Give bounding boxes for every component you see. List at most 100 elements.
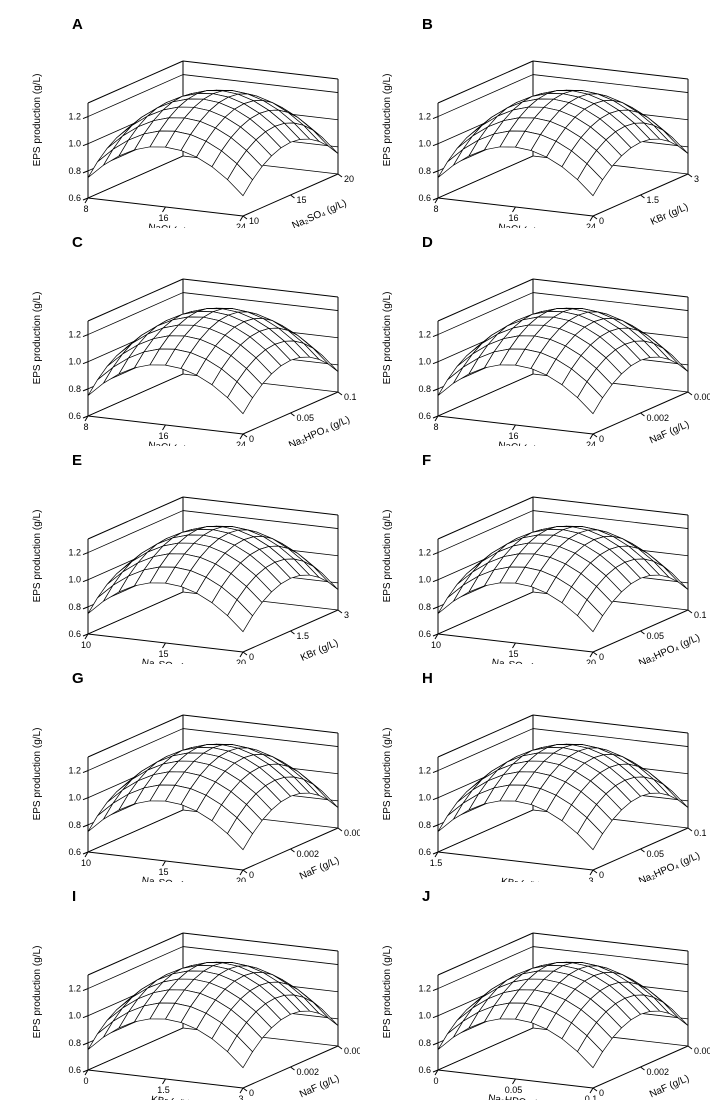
svg-text:EPS production (g/L): EPS production (g/L) — [32, 946, 43, 1039]
svg-text:0.002: 0.002 — [647, 413, 670, 423]
svg-text:1.2: 1.2 — [418, 984, 431, 994]
svg-text:0.1: 0.1 — [694, 828, 707, 838]
svg-text:EPS production (g/L): EPS production (g/L) — [382, 74, 393, 167]
svg-text:0.6: 0.6 — [418, 1065, 431, 1075]
svg-text:1.2: 1.2 — [418, 766, 431, 776]
svg-text:1.5: 1.5 — [157, 1085, 170, 1095]
svg-text:KBr (g/L): KBr (g/L) — [649, 202, 690, 228]
surface-panel-d: D0.60.81.01.281624NaCl (g/L)00.0020.004N… — [360, 228, 710, 446]
panel-letter: A — [72, 16, 83, 33]
svg-text:KBr (g/L): KBr (g/L) — [299, 638, 340, 664]
svg-text:1.0: 1.0 — [418, 357, 431, 367]
svg-text:EPS production (g/L): EPS production (g/L) — [32, 292, 43, 385]
svg-text:0.6: 0.6 — [68, 847, 81, 857]
svg-text:0.1: 0.1 — [344, 392, 357, 402]
svg-text:0: 0 — [249, 1088, 254, 1098]
surface-panel-j: J0.60.81.01.200.050.1Na₂HPO₄ (g/L)00.002… — [360, 882, 710, 1100]
svg-text:1.5: 1.5 — [647, 195, 660, 205]
svg-text:15: 15 — [508, 649, 518, 659]
svg-text:KBr (g/L): KBr (g/L) — [150, 1095, 191, 1100]
svg-text:0.8: 0.8 — [68, 820, 81, 830]
svg-text:1.2: 1.2 — [418, 548, 431, 558]
svg-text:3: 3 — [238, 1094, 243, 1100]
svg-text:1.0: 1.0 — [68, 575, 81, 585]
svg-text:EPS production (g/L): EPS production (g/L) — [382, 946, 393, 1039]
svg-text:0: 0 — [249, 652, 254, 662]
svg-text:16: 16 — [158, 213, 168, 223]
svg-text:15: 15 — [158, 649, 168, 659]
svg-text:EPS production (g/L): EPS production (g/L) — [382, 728, 393, 821]
svg-text:0.004: 0.004 — [344, 1046, 360, 1056]
surface-plot-svg: 0.60.81.01.2101520Na₂SO₄ (g/L)01.53KBr (… — [10, 446, 360, 664]
surface-plot-svg: 0.60.81.01.2101520Na₂SO₄ (g/L)00.0020.00… — [10, 664, 360, 882]
svg-text:0: 0 — [249, 870, 254, 880]
svg-text:0.002: 0.002 — [647, 1067, 670, 1077]
svg-text:10: 10 — [431, 640, 441, 650]
svg-text:8: 8 — [433, 422, 438, 432]
svg-text:0.6: 0.6 — [68, 193, 81, 203]
svg-text:3: 3 — [344, 610, 349, 620]
svg-text:1.5: 1.5 — [430, 858, 443, 868]
svg-text:10: 10 — [81, 640, 91, 650]
svg-text:0.8: 0.8 — [418, 1038, 431, 1048]
svg-text:0.6: 0.6 — [68, 411, 81, 421]
svg-text:16: 16 — [508, 431, 518, 441]
svg-text:0.004: 0.004 — [694, 392, 710, 402]
svg-text:0: 0 — [433, 1076, 438, 1086]
svg-text:NaF (g/L): NaF (g/L) — [648, 1073, 691, 1100]
svg-text:0.6: 0.6 — [68, 1065, 81, 1075]
svg-text:0.8: 0.8 — [68, 1038, 81, 1048]
panel-letter: C — [72, 234, 83, 251]
surface-plot-svg: 0.60.81.01.201.53KBr (g/L)00.0020.004NaF… — [10, 882, 360, 1100]
svg-text:1.2: 1.2 — [68, 330, 81, 340]
svg-text:1.2: 1.2 — [418, 112, 431, 122]
svg-text:0.002: 0.002 — [297, 849, 320, 859]
surface-panel-i: I0.60.81.01.201.53KBr (g/L)00.0020.004Na… — [10, 882, 360, 1100]
surface-panel-h: H0.60.81.01.21.53KBr (g/L)00.050.1Na₂HPO… — [360, 664, 710, 882]
svg-text:0.6: 0.6 — [418, 193, 431, 203]
svg-text:1.2: 1.2 — [68, 112, 81, 122]
panel-letter: J — [422, 888, 430, 905]
surface-plot-svg: 0.60.81.01.200.050.1Na₂HPO₄ (g/L)00.0020… — [360, 882, 710, 1100]
surface-panel-g: G0.60.81.01.2101520Na₂SO₄ (g/L)00.0020.0… — [10, 664, 360, 882]
svg-text:0.05: 0.05 — [297, 413, 315, 423]
surface-panel-c: C0.60.81.01.281624NaCl (g/L)00.050.1Na₂H… — [10, 228, 360, 446]
surface-panel-b: B0.60.81.01.281624NaCl (g/L)01.53KBr (g/… — [360, 10, 710, 228]
svg-text:0.6: 0.6 — [418, 411, 431, 421]
panel-letter: B — [422, 16, 433, 33]
svg-text:3: 3 — [694, 174, 699, 184]
svg-text:0: 0 — [599, 434, 604, 444]
svg-text:20: 20 — [344, 174, 354, 184]
svg-text:0.8: 0.8 — [418, 166, 431, 176]
svg-text:0.8: 0.8 — [68, 166, 81, 176]
panel-letter: I — [72, 888, 76, 905]
svg-text:0: 0 — [599, 216, 604, 226]
svg-text:1.0: 1.0 — [68, 1011, 81, 1021]
svg-text:1.0: 1.0 — [68, 793, 81, 803]
surface-plot-svg: 0.60.81.01.21.53KBr (g/L)00.050.1Na₂HPO₄… — [360, 664, 710, 882]
panel-letter: E — [72, 452, 82, 469]
panel-letter: F — [422, 452, 431, 469]
surface-plot-svg: 0.60.81.01.2101520Na₂SO₄ (g/L)00.050.1Na… — [360, 446, 710, 664]
svg-text:NaF (g/L): NaF (g/L) — [298, 855, 341, 882]
surface-plot-svg: 0.60.81.01.281624NaCl (g/L)00.050.1Na₂HP… — [10, 228, 360, 446]
svg-text:EPS production (g/L): EPS production (g/L) — [32, 510, 43, 603]
svg-text:1.0: 1.0 — [418, 139, 431, 149]
svg-text:0.004: 0.004 — [694, 1046, 710, 1056]
svg-text:0.8: 0.8 — [68, 384, 81, 394]
surface-plot-svg: 0.60.81.01.281624NaCl (g/L)01.53KBr (g/L… — [360, 10, 710, 228]
surface-plot-grid: A0.60.81.01.281624NaCl (g/L)101520Na₂SO₄… — [10, 10, 710, 1100]
svg-text:0: 0 — [599, 870, 604, 880]
svg-text:0.05: 0.05 — [505, 1085, 523, 1095]
svg-text:NaF (g/L): NaF (g/L) — [648, 419, 691, 446]
svg-text:0.004: 0.004 — [344, 828, 360, 838]
svg-text:0: 0 — [249, 434, 254, 444]
svg-text:0.6: 0.6 — [418, 629, 431, 639]
svg-text:8: 8 — [83, 204, 88, 214]
svg-text:0.002: 0.002 — [297, 1067, 320, 1077]
svg-text:1.2: 1.2 — [418, 330, 431, 340]
svg-text:16: 16 — [158, 431, 168, 441]
svg-text:1.0: 1.0 — [418, 793, 431, 803]
svg-text:EPS production (g/L): EPS production (g/L) — [382, 510, 393, 603]
svg-text:10: 10 — [81, 858, 91, 868]
